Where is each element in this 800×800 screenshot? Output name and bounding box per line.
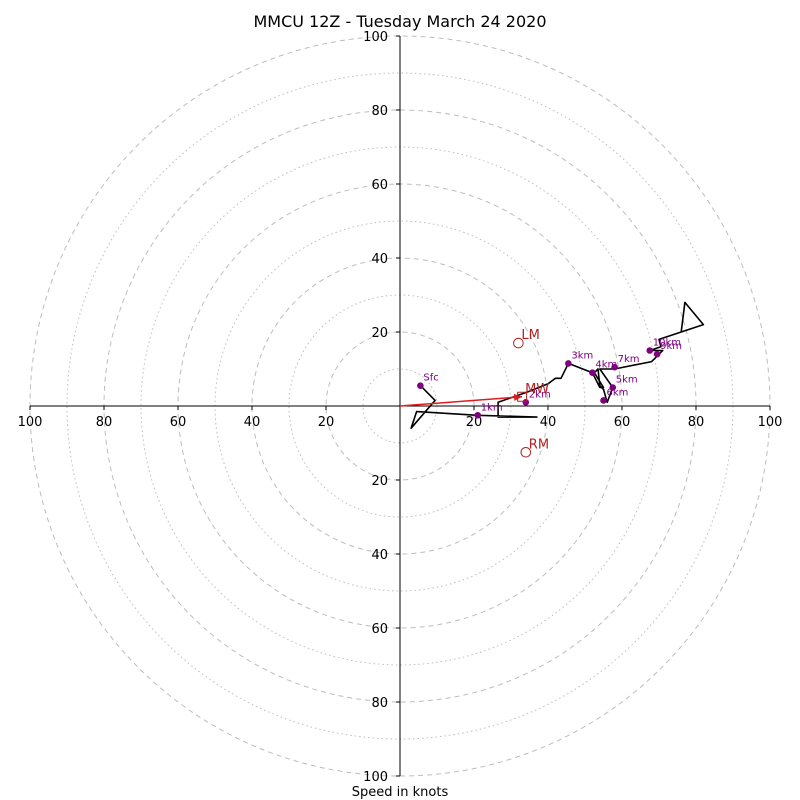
chart-title: MMCU 12Z - Tuesday March 24 2020: [253, 12, 546, 31]
y-tick-label: 100: [363, 770, 388, 785]
height-point-4km: [589, 369, 596, 377]
hodograph-trace: [410, 301, 705, 429]
tick-labels: 100 100 80 80 60 60 40 40 20 20 20 20 40 40 60 60 80 80 10…: [18, 30, 783, 785]
x-tick-label: 100: [758, 415, 783, 430]
x-tick-label: 100: [18, 415, 43, 430]
height-label-2km: 2km: [529, 389, 551, 400]
x-tick-label: 40: [540, 415, 557, 430]
x-tick-label: 60: [614, 415, 631, 430]
height-point-9km: [653, 350, 661, 358]
wind-trace: [410, 301, 705, 429]
height-label-Sfc: Sfc: [423, 373, 438, 384]
height-point-1km: [474, 411, 482, 419]
height-point-6km: [600, 397, 607, 404]
x-tick-label: 60: [170, 415, 187, 430]
y-tick-label: 100: [363, 30, 388, 45]
height-label-6km: 6km: [607, 387, 629, 398]
height-point-10km: [646, 347, 654, 354]
height-label-4km: 4km: [595, 360, 617, 371]
height-label-1km: 1km: [481, 402, 503, 413]
height-label-7km: 7km: [618, 354, 640, 365]
x-tick-label: 20: [318, 415, 335, 430]
x-tick-label: 80: [688, 415, 705, 430]
y-tick-label: 60: [371, 178, 388, 193]
y-tick-label: 20: [371, 474, 388, 489]
height-label-10km: 10km: [653, 338, 681, 349]
height-point-5km: [609, 384, 617, 391]
x-tick-label: 40: [244, 415, 261, 430]
x-tick-label: 80: [96, 415, 113, 430]
storm-label-RM: RM: [529, 437, 549, 452]
height-point-3km: [565, 360, 572, 367]
storm-motion-markers: LM MW RM: [513, 328, 549, 458]
height-point-7km: [611, 363, 618, 371]
storm-marker-MW: [517, 391, 528, 402]
y-tick-label: 80: [371, 696, 388, 711]
storm-marker-LM: [513, 337, 524, 349]
x-axis-label: Speed in knots: [352, 785, 449, 800]
y-tick-label: 40: [371, 548, 388, 563]
height-label-3km: 3km: [571, 350, 593, 361]
height-point-2km: [522, 399, 530, 406]
height-label-5km: 5km: [616, 375, 638, 386]
storm-label-LM: LM: [521, 328, 539, 343]
storm-marker-RM: [520, 446, 532, 458]
y-tick-label: 20: [371, 326, 388, 341]
y-tick-label: 80: [371, 104, 388, 119]
y-tick-label: 40: [371, 252, 388, 267]
height-label-9km: 9km: [660, 341, 682, 352]
mean-wind-vector-shaft: [399, 395, 523, 407]
storm-label-MW: MW: [525, 382, 549, 397]
y-tick-label: 60: [371, 622, 388, 637]
x-tick-label: 20: [466, 415, 483, 430]
height-point-Sfc: [417, 382, 424, 389]
